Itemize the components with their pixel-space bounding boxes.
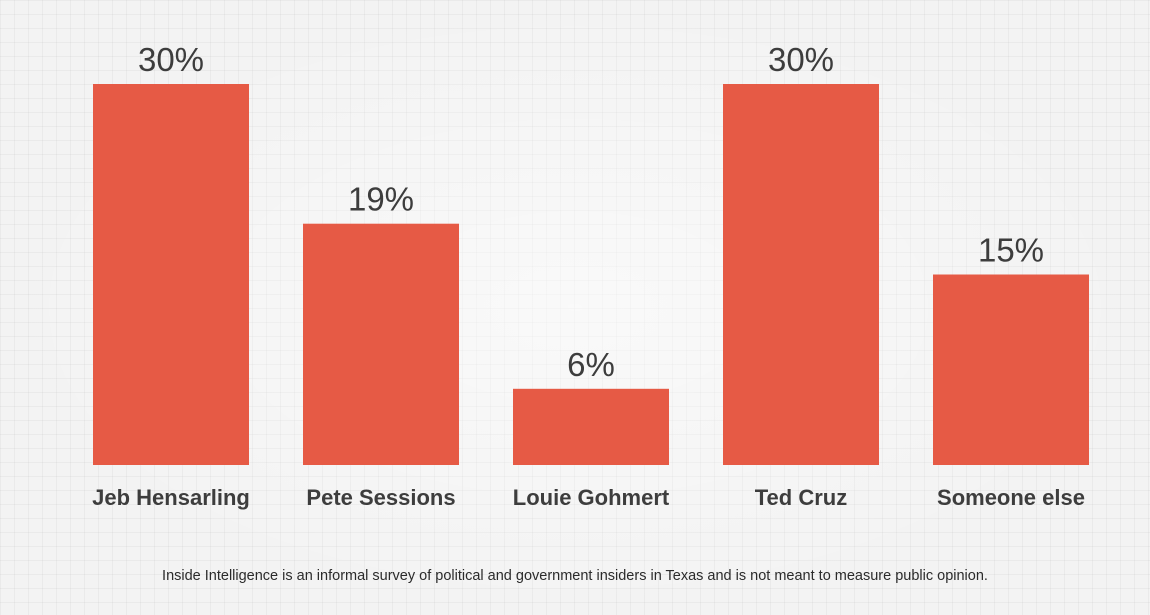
bar-louie-gohmert <box>513 388 669 465</box>
value-label-someone-else: 15% <box>978 232 1044 269</box>
bar-chart: 30% 19% 6% 30% 15% Jeb Hensarling Pete Sessio… <box>92 41 1089 510</box>
category-labels-layer: Jeb Hensarling Pete Sessions Louie Gohmert… <box>92 485 1085 510</box>
value-labels-layer: 30% 19% 6% 30% 15% <box>138 41 1044 383</box>
category-label-ted-cruz: Ted Cruz <box>755 485 847 510</box>
value-label-ted-cruz: 30% <box>768 41 834 78</box>
category-label-louie-gohmert: Louie Gohmert <box>513 485 670 510</box>
value-label-jeb-hensarling: 30% <box>138 41 204 78</box>
value-label-louie-gohmert: 6% <box>567 346 615 383</box>
value-label-pete-sessions: 19% <box>348 181 414 218</box>
bar-pete-sessions <box>303 223 459 465</box>
category-label-pete-sessions: Pete Sessions <box>306 485 455 510</box>
bar-jeb-hensarling <box>93 84 249 465</box>
bar-someone-else <box>933 274 1089 465</box>
bars-layer <box>93 84 1089 465</box>
bar-ted-cruz <box>723 84 879 465</box>
category-label-jeb-hensarling: Jeb Hensarling <box>92 485 250 510</box>
category-label-someone-else: Someone else <box>937 485 1085 510</box>
footnote: Inside Intelligence is an informal surve… <box>162 568 988 584</box>
